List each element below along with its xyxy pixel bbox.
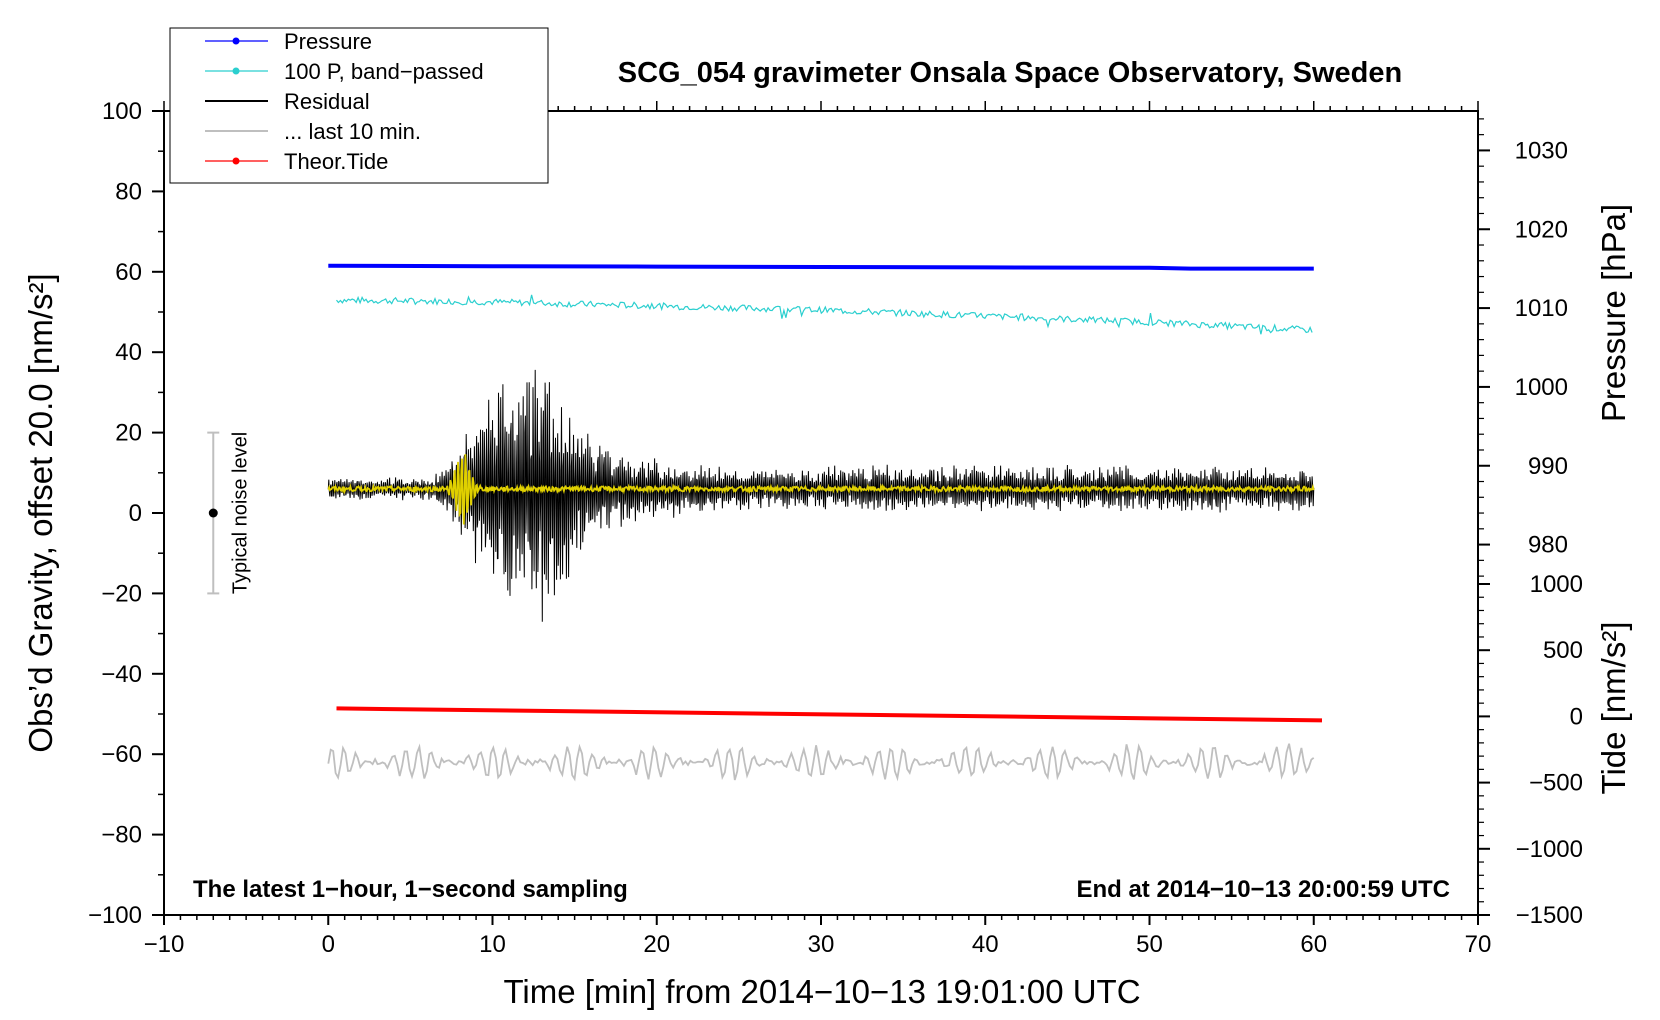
pressure-tick-label: 990 <box>1528 453 1568 480</box>
chart-title: SCG_054 gravimeter Onsala Space Observat… <box>618 57 1402 89</box>
y-tick-label: 20 <box>115 420 142 447</box>
noise-bar-label: Typical noise level <box>229 432 251 594</box>
y-axis-label-pressure: Pressure [hPa] <box>1595 204 1632 422</box>
y-axis-label-tide: Tide [nm/s²] <box>1595 622 1632 795</box>
series-pressure-bandpassed <box>336 294 1313 335</box>
plot-frame <box>163 110 1479 916</box>
y-tick-label: −40 <box>101 661 142 688</box>
series-last-10-min <box>327 743 1315 782</box>
x-tick-label: 10 <box>479 931 506 958</box>
tide-tick-label: 500 <box>1543 637 1583 664</box>
noise-level-indicator: Typical noise level <box>207 431 251 595</box>
pressure-tick-label: 1010 <box>1515 295 1568 322</box>
y-tick-label: 100 <box>102 98 142 125</box>
annotation-right: End at 2014−10−13 20:00:59 UTC <box>1076 876 1450 903</box>
pressure-tick-label: 1030 <box>1515 137 1568 164</box>
tide-tick-label: −1500 <box>1516 902 1583 929</box>
y-tick-label: −80 <box>101 822 142 849</box>
x-tick-label: 30 <box>808 931 835 958</box>
tide-tick-label: −500 <box>1529 770 1583 797</box>
y-tick-label: −60 <box>101 741 142 768</box>
pressure-tick-label: 1000 <box>1515 374 1568 401</box>
x-tick-label: 70 <box>1465 931 1492 958</box>
y-tick-label: 40 <box>115 339 142 366</box>
x-tick-label: 60 <box>1300 931 1327 958</box>
tide-tick-label: 0 <box>1570 703 1583 730</box>
legend-marker <box>232 157 240 165</box>
x-tick-label: 40 <box>972 931 999 958</box>
x-tick-label: 50 <box>1136 931 1163 958</box>
y-axis-label-left: Obs’d Gravity, offset 20.0 [nm/s²] <box>22 273 59 752</box>
x-axis-label: Time [min] from 2014−10−13 19:01:00 UTC <box>503 973 1140 1010</box>
legend-marker <box>232 37 240 45</box>
noise-bar-center <box>208 508 218 518</box>
legend-box <box>169 27 549 184</box>
tide-tick-label: −1000 <box>1516 836 1583 863</box>
legend-label: ... last 10 min. <box>284 119 421 144</box>
y-tick-label: 80 <box>115 178 142 205</box>
legend-marker <box>232 67 240 75</box>
axes-layer: −10 0 10 20 30 40 50 60 70−100−80−60−40−20020406… <box>88 98 1583 958</box>
y-tick-label: −20 <box>101 580 142 607</box>
annotation-left: The latest 1−hour, 1−second sampling <box>193 876 628 903</box>
series-residual-filtered <box>327 454 1315 525</box>
legend-label: Pressure <box>284 29 372 54</box>
series-pressure <box>328 263 1314 271</box>
legend-label: Theor.Tide <box>284 149 388 174</box>
legend-label: 100 P, band−passed <box>284 59 484 84</box>
x-tick-label: −10 <box>144 931 185 958</box>
x-tick-label: 0 <box>322 931 335 958</box>
y-tick-label: −100 <box>88 902 142 929</box>
legend-label: Residual <box>284 89 370 114</box>
pressure-tick-label: 1020 <box>1515 216 1568 243</box>
plot-area <box>163 110 1479 916</box>
legend: Pressure 100 P, band−passed Residual ... la… <box>169 27 549 184</box>
pressure-tick-label: 980 <box>1528 532 1568 559</box>
x-tick-label: 20 <box>643 931 670 958</box>
y-tick-label: 0 <box>129 500 142 527</box>
series-theoretical-tide <box>336 706 1323 723</box>
tide-tick-label: 1000 <box>1530 571 1583 598</box>
series-layer <box>327 263 1323 782</box>
y-tick-label: 60 <box>115 259 142 286</box>
